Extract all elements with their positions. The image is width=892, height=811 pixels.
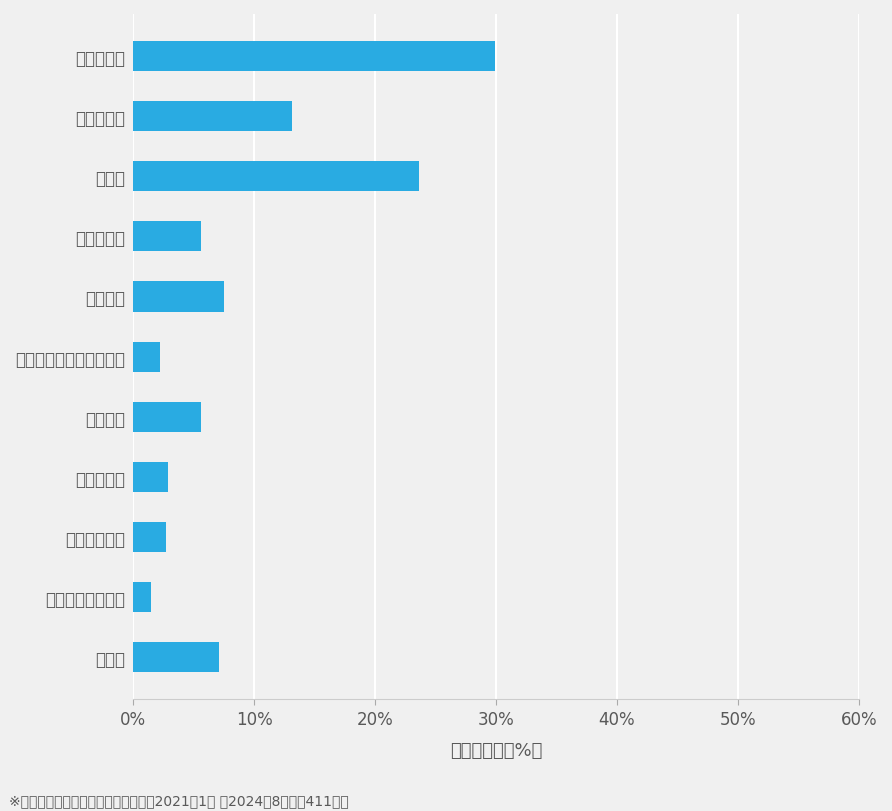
Bar bbox=[133, 42, 495, 72]
Bar bbox=[133, 162, 418, 192]
Bar bbox=[133, 402, 201, 432]
Bar bbox=[133, 582, 152, 612]
Bar bbox=[133, 462, 169, 492]
Bar bbox=[133, 222, 201, 252]
Bar bbox=[133, 522, 166, 552]
Bar bbox=[133, 342, 160, 372]
X-axis label: 件数の割合（%）: 件数の割合（%） bbox=[450, 741, 542, 760]
Bar bbox=[133, 282, 224, 312]
Bar bbox=[133, 102, 292, 132]
Bar bbox=[133, 642, 219, 672]
Text: ※弊社受付の案件を対象に集計（期間2021年1月 〜2024年8月、計411件）: ※弊社受付の案件を対象に集計（期間2021年1月 〜2024年8月、計411件） bbox=[9, 793, 349, 807]
